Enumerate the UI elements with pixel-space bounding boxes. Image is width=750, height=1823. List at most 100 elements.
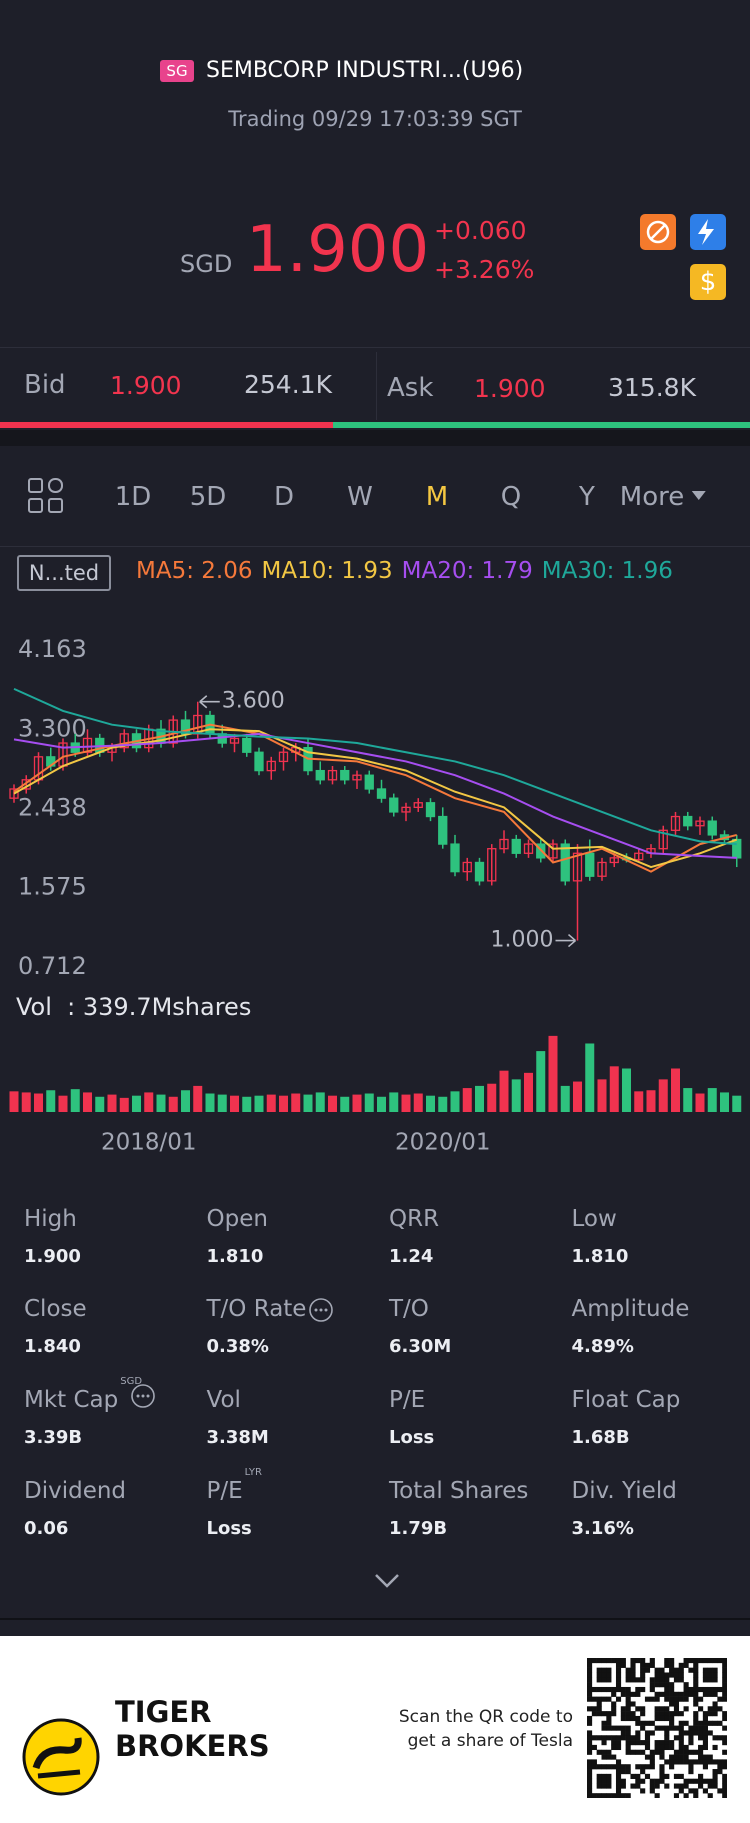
qr-cell: [615, 1658, 622, 1664]
period-tab[interactable]: D: [273, 482, 295, 512]
volume-bar: [279, 1095, 288, 1112]
qr-cell: [625, 1744, 631, 1751]
qr-cell: [649, 1730, 655, 1736]
qr-cell: [702, 1667, 708, 1673]
qr-cell: [620, 1658, 626, 1664]
qr-cell: [601, 1764, 607, 1770]
qr-cell: [702, 1740, 708, 1746]
qr-cell: [611, 1725, 617, 1731]
qr-cell: [640, 1725, 646, 1731]
qr-cell: [644, 1773, 651, 1779]
volume-bar: [646, 1090, 656, 1112]
qr-cell: [615, 1783, 622, 1789]
expand-chevron[interactable]: [373, 1572, 401, 1590]
qr-cell: [678, 1667, 684, 1673]
qr-cell: [712, 1658, 718, 1664]
qr-cell: [698, 1720, 704, 1726]
qr-cell: [644, 1735, 651, 1741]
period-tab[interactable]: M: [425, 482, 449, 512]
qr-cell: [669, 1672, 675, 1678]
qr-cell: [587, 1744, 593, 1751]
qr-cell: [587, 1696, 593, 1702]
qr-cell: [649, 1662, 655, 1668]
qr-cell: [615, 1725, 622, 1731]
candle-body: [327, 769, 338, 781]
layout-icon[interactable]: [28, 478, 64, 514]
qr-cell: [702, 1711, 708, 1717]
qr-cell: [649, 1759, 655, 1765]
qr-cell: [615, 1788, 622, 1794]
candle-body: [695, 820, 705, 827]
qr-cell: [615, 1662, 622, 1668]
qr-cell: [688, 1735, 694, 1741]
volume-bar: [658, 1079, 668, 1112]
qr-cell: [707, 1730, 713, 1736]
qr-cell: [591, 1793, 597, 1798]
qr-cell: [702, 1686, 708, 1693]
info-dot: [324, 1308, 328, 1312]
x-tick-label: 2018/01: [101, 1130, 197, 1156]
qr-cell: [611, 1793, 617, 1798]
qr-cell: [654, 1783, 660, 1789]
qr-cell: [669, 1720, 675, 1726]
qr-cell: [702, 1720, 708, 1726]
volume-bar: [217, 1094, 227, 1112]
period-tab[interactable]: W: [347, 482, 373, 512]
tiger-logo: [22, 1718, 100, 1796]
qr-cell: [707, 1720, 713, 1726]
qr-cell: [683, 1778, 689, 1784]
period-tab[interactable]: 5D: [189, 482, 227, 512]
candle-body: [425, 802, 436, 818]
qr-cell: [702, 1744, 708, 1751]
ask-bar: [333, 422, 750, 428]
qr-cell: [601, 1667, 607, 1673]
qr-cell: [625, 1715, 631, 1722]
period-tab[interactable]: Q: [500, 482, 522, 512]
qr-cell: [640, 1686, 646, 1693]
qr-cell: [606, 1667, 612, 1673]
qr-cell: [654, 1740, 660, 1746]
volume-bar: [95, 1096, 105, 1112]
period-tab[interactable]: 1D: [114, 482, 152, 512]
qr-cell: [615, 1764, 622, 1770]
qr-cell: [630, 1677, 636, 1683]
qr-cell: [615, 1735, 622, 1741]
qr-cell: [693, 1749, 699, 1755]
volume-bar: [438, 1096, 448, 1112]
stat-value: Loss: [389, 1427, 435, 1448]
qr-cell: [688, 1778, 694, 1784]
qr-cell: [683, 1730, 689, 1736]
stat-label: QRR: [389, 1206, 440, 1232]
qr-cell: [606, 1725, 612, 1731]
qr-cell: [659, 1754, 665, 1760]
qr-cell: [596, 1783, 602, 1789]
qr-cell: [587, 1783, 593, 1789]
qr-cell: [644, 1764, 651, 1770]
qr-cell: [664, 1725, 670, 1731]
change: +0.060: [434, 216, 527, 245]
volume-bar: [560, 1085, 570, 1112]
indicator-selector[interactable]: N...ted: [17, 555, 111, 591]
qr-cell: [659, 1740, 665, 1746]
qr-cell: [644, 1740, 651, 1746]
volume-bar: [266, 1094, 276, 1112]
ma-line: [13, 732, 737, 859]
qr-cell: [635, 1773, 641, 1779]
stat-value: 4.89%: [571, 1336, 634, 1357]
bid-label: Bid: [24, 370, 66, 400]
qr-cell: [707, 1658, 713, 1664]
qr-cell: [611, 1764, 617, 1770]
qr-cell: [606, 1793, 612, 1798]
info-icon[interactable]: [308, 1297, 334, 1323]
info-icon[interactable]: [130, 1383, 156, 1409]
qr-cell: [649, 1658, 655, 1664]
period-tab[interactable]: Y: [579, 482, 595, 512]
qr-cell: [698, 1706, 704, 1712]
qr-cell: [693, 1662, 699, 1668]
qr-cell: [693, 1682, 699, 1688]
qr-cell: [587, 1686, 593, 1693]
period-tab[interactable]: More: [620, 482, 707, 512]
qr-cell: [635, 1706, 641, 1712]
qr-cell: [654, 1744, 660, 1751]
